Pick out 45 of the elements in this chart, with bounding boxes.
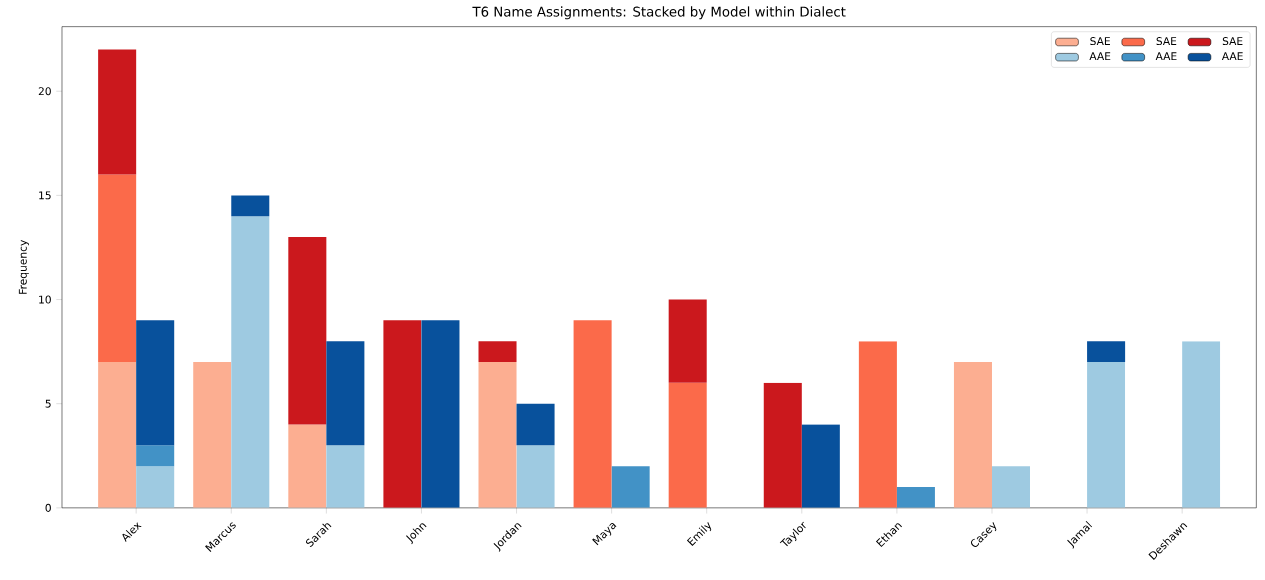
y-tick-label: 0 bbox=[45, 503, 51, 512]
bar bbox=[991, 466, 1031, 508]
bar bbox=[1182, 341, 1221, 508]
bar bbox=[326, 341, 365, 446]
chart-title: T6 Name Assignments: Stacked by Model within Dialect bbox=[472, 6, 846, 20]
bar bbox=[573, 320, 612, 508]
bar bbox=[516, 403, 555, 446]
legend-label: AAE bbox=[1089, 52, 1111, 61]
bar bbox=[1087, 341, 1126, 363]
bar bbox=[136, 466, 175, 508]
bar bbox=[288, 424, 327, 508]
bar bbox=[383, 320, 422, 508]
bar bbox=[953, 362, 992, 508]
bar bbox=[136, 320, 175, 446]
bar bbox=[478, 362, 517, 508]
bar bbox=[1087, 362, 1126, 508]
legend-label: SAE bbox=[1156, 37, 1177, 46]
bar bbox=[326, 445, 365, 508]
bar bbox=[421, 320, 460, 508]
bar bbox=[193, 362, 232, 508]
bar bbox=[668, 382, 707, 508]
y-tick-label: 20 bbox=[38, 87, 51, 96]
bar bbox=[858, 341, 897, 508]
bar bbox=[801, 424, 840, 508]
bar bbox=[763, 382, 802, 508]
y-tick-label: 10 bbox=[39, 295, 51, 304]
y-tick-label: 15 bbox=[39, 191, 51, 200]
bar bbox=[98, 49, 137, 175]
bar bbox=[896, 487, 935, 508]
y-axis-title: Frequency bbox=[18, 240, 29, 294]
legend-label: SAE bbox=[1090, 37, 1110, 46]
bar bbox=[516, 445, 555, 508]
bar bbox=[136, 445, 175, 467]
bar bbox=[288, 237, 327, 425]
bar bbox=[231, 195, 270, 217]
legend-label: AAE bbox=[1221, 52, 1243, 61]
bar bbox=[611, 466, 650, 508]
bar bbox=[98, 174, 137, 363]
y-tick-label: 5 bbox=[45, 399, 51, 408]
bar bbox=[668, 299, 707, 383]
bar bbox=[478, 341, 517, 363]
legend-label: AAE bbox=[1155, 52, 1177, 61]
bar bbox=[98, 362, 137, 508]
legend-label: SAE bbox=[1222, 37, 1243, 46]
bar bbox=[231, 216, 270, 508]
